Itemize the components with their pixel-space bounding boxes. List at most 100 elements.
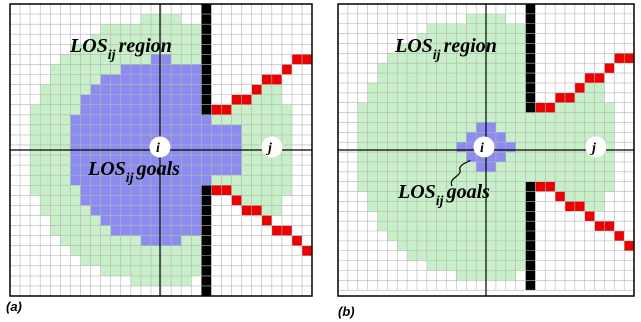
panel-b-region-cell (397, 221, 408, 232)
panel-b-region-cell (476, 33, 487, 44)
panel-b-region-cell (565, 161, 575, 172)
panel-a-region-cell (241, 114, 252, 125)
panel-a-region-cell (261, 165, 272, 176)
panel-a-region-cell (60, 64, 71, 75)
panel-a-red-cell (241, 94, 252, 105)
panel-b-region-cell (495, 73, 506, 83)
panel-b-region-cell (426, 171, 437, 182)
panel-a-red-cell (261, 74, 272, 85)
panel-b-region-cell (436, 201, 447, 212)
panel-a-region-cell (110, 255, 121, 266)
panel-b-region-cell (416, 250, 427, 261)
panel-a-region-cell (70, 104, 81, 115)
panel-b-region-cell (545, 142, 556, 153)
panel-a-region-cell (60, 124, 71, 135)
panel-b-region-cell (446, 122, 457, 133)
panel-b-wall-cell (525, 82, 536, 93)
panel-a-goals-cell (201, 175, 212, 186)
panel-b-region-cell (476, 231, 487, 241)
panel-a-region-cell (130, 275, 141, 286)
panel-b-region-cell (545, 161, 556, 172)
panel-a-goals-cell (161, 235, 172, 246)
panel-a-region-cell (281, 124, 292, 135)
panel-b-region-cell (446, 43, 457, 54)
panel-a-region-cell (150, 265, 162, 276)
panel-a-region-cell (110, 54, 121, 65)
panel-b-region-cell (387, 102, 398, 113)
panel-a-region-cell (221, 175, 232, 186)
panel-b-region-cell (555, 122, 566, 133)
panel-a-region-cell (251, 104, 262, 115)
panel-a-goals-cell (191, 94, 202, 105)
panel-b-region-cell (416, 73, 427, 83)
panel-b-region-cell (357, 102, 368, 113)
panel-b-region-cell (495, 250, 506, 261)
panel-a-goals-cell (191, 215, 202, 226)
panel-a-red-cell (261, 215, 272, 226)
panel-a-goals-cell (90, 175, 101, 186)
panel-b-red-cell (545, 102, 556, 113)
panel-b-region-cell (515, 73, 526, 83)
svg-text:j: j (266, 141, 272, 156)
panel-b-region-cell (357, 161, 368, 172)
panel-b-region-cell (515, 171, 526, 182)
panel-a-region-cell (100, 225, 111, 236)
panel-a-red-cell (251, 205, 262, 216)
panel-b-region-cell (515, 112, 526, 123)
panel-a-region-cell (181, 44, 192, 55)
panel-a-goals-cell (80, 104, 91, 115)
panel-a-goals-cell (171, 134, 182, 145)
panel-a-region-cell (40, 165, 51, 176)
panel-b-region-cell (387, 201, 398, 212)
panel-a-region-cell (181, 54, 192, 65)
panel-a-goals-cell (110, 74, 121, 85)
panel-b-region-cell (505, 191, 516, 202)
panel-b-region-cell (466, 63, 477, 74)
panel-a-goals-cell (171, 114, 182, 125)
panel-b-region-cell (436, 33, 447, 44)
panel-b-region-cell (426, 181, 437, 192)
panel-a-region-cell (241, 134, 252, 145)
panel-a-goals-cell (140, 215, 151, 226)
panel-b-region-cell (446, 112, 457, 123)
panel-a-region-cell (80, 54, 91, 65)
panel-a-goals-cell (161, 195, 172, 206)
panel-b-region-cell (495, 231, 506, 241)
panel-b-red-cell (594, 73, 605, 83)
panel-a-goals-cell (90, 205, 101, 216)
panel-b-region-cell (495, 211, 506, 222)
panel-b-region-cell (377, 112, 388, 123)
panel-b-region-cell (466, 122, 477, 133)
panel-a-goals-cell (191, 165, 202, 176)
panel-a-wall-cell (201, 64, 212, 75)
panel-a-goals-cell (110, 134, 121, 145)
panel-b-region-cell (466, 201, 477, 212)
panel-b-region-cell (466, 221, 477, 232)
panel-a-region-cell (120, 245, 131, 256)
panel-b-region-cell (407, 102, 417, 113)
panel-b-goals-cell (476, 122, 487, 133)
panel-b-region-cell (436, 63, 447, 74)
panel-a-region-cell (40, 84, 51, 95)
panel-b-region-cell (495, 92, 506, 103)
panel-a-red-cell (221, 185, 232, 196)
panel-b-region-cell (426, 240, 437, 251)
panel-b-region-cell (436, 221, 447, 232)
panel-a-goals-cell (221, 165, 232, 176)
panel-a-goals-cell (140, 205, 151, 216)
panel-a-region-cell (231, 185, 242, 196)
panel-a-goals-cell (161, 114, 172, 125)
panel-a-goals-cell (70, 155, 81, 166)
panel-b-region-cell (436, 142, 447, 153)
panel-b-region-cell (574, 181, 585, 192)
panel-a-region-cell (241, 175, 252, 186)
panel-a-region-cell (50, 185, 61, 196)
panel-b-wall-cell (525, 33, 536, 44)
svg-text:i: i (480, 141, 484, 156)
panel-b-region-cell (525, 152, 536, 162)
panel-a-region-cell (261, 124, 272, 135)
panel-a-goals-cell (80, 134, 91, 145)
panel-b-wall-cell (525, 280, 536, 291)
panel-b-region-cell (515, 240, 526, 251)
panel-b-region-cell (397, 102, 408, 113)
